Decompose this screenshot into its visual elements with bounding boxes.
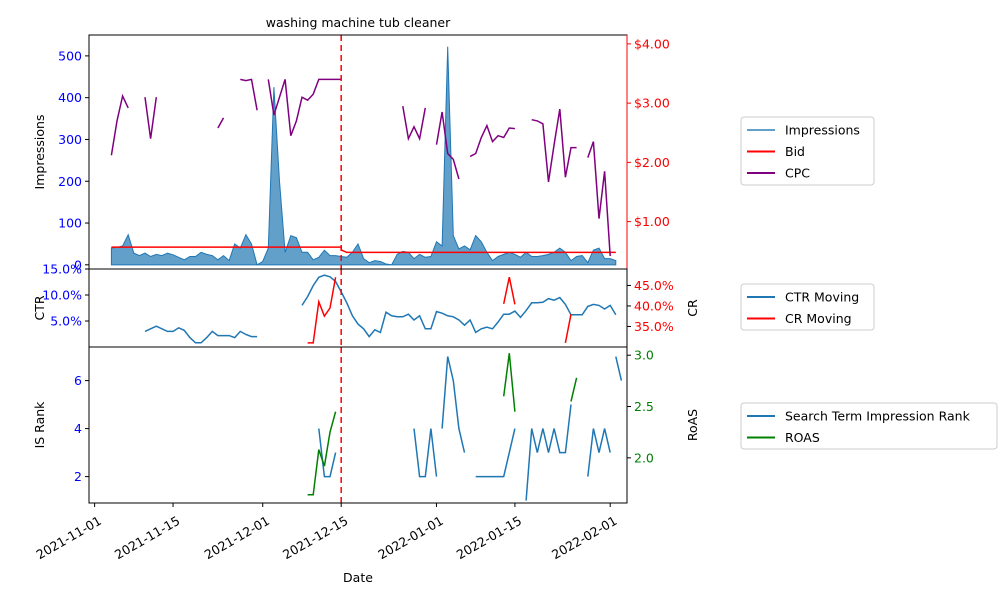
y2-tick-label: $3.00: [634, 96, 670, 111]
series-cpc-line: [587, 141, 611, 257]
y-tick-label: 300: [58, 132, 82, 147]
plot-frame: [88, 268, 628, 348]
y-tick-label: 4: [74, 421, 82, 436]
legend-top: Impressions Bid CPC: [740, 116, 875, 186]
series-cpc-line: [110, 93, 129, 156]
y-tick-label: 0: [74, 257, 82, 272]
y-axis-label: CTR: [32, 295, 47, 320]
legend-box: [740, 402, 998, 450]
x-tick-label: 2021-11-01: [33, 513, 103, 562]
bottom-panel: 2 4 6 2.0 2.5 3.0 IS Rank RoAS: [32, 346, 700, 504]
y-axis-label: Impressions: [32, 115, 47, 190]
series-bid-line: [111, 246, 616, 254]
x-axis-label: Date: [343, 570, 373, 585]
series-impressions-area: [110, 46, 617, 266]
y2-tick-label: 2.5: [634, 399, 654, 414]
plot-series: [110, 46, 617, 266]
y2-tick-label: $4.00: [634, 36, 670, 51]
y-tick-label: 10.0%: [42, 288, 82, 303]
date-axis: 2021-11-01 2021-11-15 2021-12-01 2021-12-15…: [33, 503, 619, 585]
series-cpc-line: [144, 97, 158, 139]
series-cpc-line: [267, 78, 342, 136]
plot-series: [307, 353, 623, 501]
legend-middle: CTR Moving CR Moving: [740, 283, 875, 331]
series-search-term-impression-rank-line: [413, 428, 438, 478]
y2-tick-label: 45.0%: [634, 278, 674, 293]
y-tick-label: 6: [74, 373, 82, 388]
series-cpc-line: [435, 111, 460, 180]
legends: Impressions Bid CPC CTR Moving CR Moving Sear…: [740, 116, 998, 450]
y-tick-label: 5.0%: [50, 314, 82, 329]
y-axis-label: IS Rank: [32, 401, 47, 449]
y-tick-label: 400: [58, 90, 82, 105]
x-tick-label: 2022-01-15: [454, 513, 524, 562]
top-panel: 0 100 200 300 400 500 $1.00 $2.00 $3.00 $4.00 Impr…: [32, 15, 670, 272]
series-search-term-impression-rank-line: [615, 356, 623, 381]
legend-entry: ROAS: [785, 430, 820, 445]
plot-frame: [88, 346, 628, 504]
series-search-term-impression-rank-line: [475, 428, 516, 478]
middle-panel: 5.0% 10.0% 15.0% 35.0% 40.0% 45.0% CTR CR: [32, 262, 700, 348]
y-tick-label: 100: [58, 216, 82, 231]
series-search-term-impression-rank-line: [441, 356, 466, 453]
y2-tick-label: 3.0: [634, 348, 654, 363]
y2-tick-label: 35.0%: [634, 319, 674, 334]
series-cpc-line: [531, 108, 577, 183]
x-tick-label: 2022-02-01: [549, 513, 619, 562]
series-ctr-moving-line: [301, 274, 617, 338]
y2-axis-label: RoAS: [685, 409, 700, 441]
series-cpc-line: [469, 123, 515, 158]
series-cr-moving-line: [307, 277, 337, 344]
series-cr-moving-line: [502, 277, 516, 305]
y2-tick-label: $2.00: [634, 155, 670, 170]
series-search-term-impression-rank-line: [318, 428, 337, 478]
y-tick-label: 500: [58, 48, 82, 63]
y2-tick-label: 40.0%: [634, 298, 674, 313]
legend-entry: CTR Moving: [785, 290, 859, 305]
legend-entry: Impressions: [785, 123, 860, 138]
plot-series: [144, 274, 617, 344]
x-tick-label: 2022-01-01: [375, 513, 445, 562]
x-tick-label: 2021-12-01: [202, 513, 272, 562]
series-search-term-impression-rank-line: [587, 428, 611, 477]
legend-bottom: Search Term Impression Rank ROAS: [740, 402, 998, 450]
y2-axis-label: CR: [685, 299, 700, 317]
y2-tick-label: $1.00: [634, 214, 670, 229]
series-roas-line: [502, 353, 516, 412]
y-tick-label: 15.0%: [42, 262, 82, 277]
legend-entry: Bid: [785, 144, 805, 159]
y-tick-label: 2: [74, 469, 82, 484]
series-roas-line: [570, 377, 578, 402]
x-tick-label: 2021-12-15: [280, 513, 350, 562]
series-ctr-moving-line: [144, 325, 258, 344]
series-search-term-impression-rank-line: [525, 404, 572, 501]
legend-entry: Search Term Impression Rank: [785, 409, 971, 424]
x-tick-label: 2021-11-15: [112, 513, 182, 562]
y2-tick-label: 2.0: [634, 450, 654, 465]
series-roas-line: [307, 411, 337, 496]
series-cr-moving-line: [564, 314, 572, 344]
legend-entry: CR Moving: [785, 311, 852, 326]
series-cpc-line: [217, 117, 225, 129]
y-tick-label: 200: [58, 174, 82, 189]
legend-box: [740, 116, 875, 186]
chart-title: washing machine tub cleaner: [266, 15, 451, 30]
legend-entry: CPC: [785, 166, 810, 181]
series-cpc-line: [402, 105, 427, 142]
series-cpc-line: [240, 78, 258, 111]
